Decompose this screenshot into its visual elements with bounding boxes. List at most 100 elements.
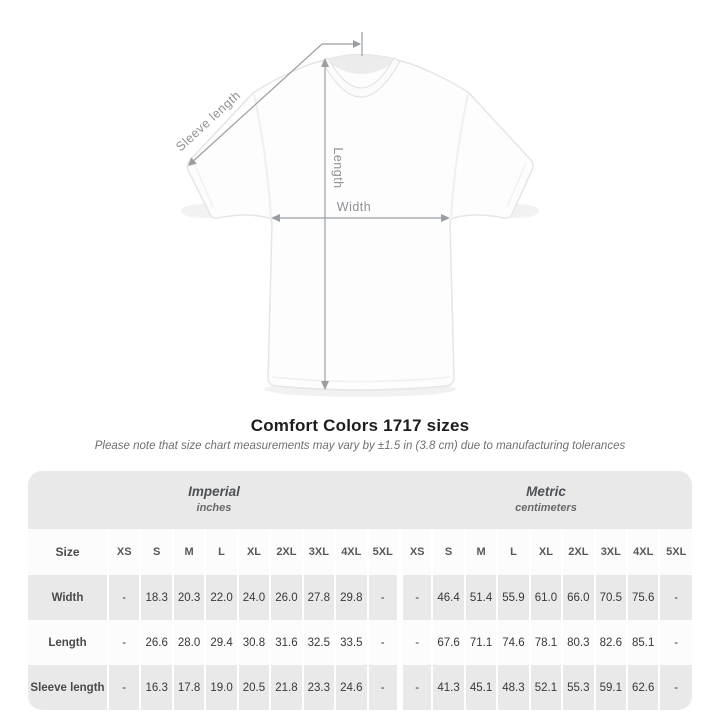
value-cell-metric: 70.5 (593, 575, 627, 620)
unit-group-row: Imperial inches Metric centimeters (28, 471, 692, 529)
value-cell-metric: 45.1 (463, 665, 498, 710)
value-cell-imperial: - (366, 665, 400, 710)
value-cell-metric: 66.0 (561, 575, 595, 620)
value-cell-metric: 48.3 (496, 665, 530, 710)
value-cell-imperial: 30.8 (236, 620, 271, 665)
size-header-metric-xs: XS (396, 529, 433, 575)
value-cell-imperial: 26.6 (139, 620, 173, 665)
value-cell-metric: - (396, 665, 433, 710)
metric-group-header: Metric centimeters (400, 471, 692, 529)
size-header-metric-2xl: 2XL (561, 529, 595, 575)
size-header-imperial-5xl: 5XL (366, 529, 400, 575)
hem-stitch (271, 376, 451, 383)
imperial-group-header: Imperial inches (28, 471, 400, 529)
page-title: Comfort Colors 1717 sizes (250, 416, 470, 435)
value-cell-metric: - (658, 665, 692, 710)
value-cell-metric: 61.0 (528, 575, 563, 620)
size-header-imperial-l: L (204, 529, 238, 575)
size-chart-table: Imperial inches Metric centimeters Size … (28, 471, 692, 710)
size-header-metric-xl: XL (528, 529, 563, 575)
value-cell-imperial: 20.5 (236, 665, 271, 710)
value-cell-imperial: - (366, 575, 400, 620)
imperial-group-unit: inches (196, 501, 232, 514)
value-cell-metric: 75.6 (625, 575, 660, 620)
value-cell-imperial: - (106, 620, 141, 665)
size-header-imperial-xs: XS (106, 529, 141, 575)
sleeve-length-line (189, 43, 357, 165)
tshirt-graphic (186, 53, 534, 391)
value-cell-imperial: 23.3 (301, 665, 336, 710)
metric-group-unit: centimeters (515, 501, 577, 514)
value-cell-imperial: 29.4 (204, 620, 238, 665)
value-cell-imperial: - (106, 665, 141, 710)
value-cell-imperial: - (366, 620, 400, 665)
value-cell-imperial: 28.0 (171, 620, 206, 665)
size-header-metric-3xl: 3XL (593, 529, 627, 575)
tshirt-size-diagram: Sleeve length Length Width (173, 32, 539, 397)
size-chart-panel: Imperial inches Metric centimeters Size … (28, 471, 692, 710)
value-cell-metric: 62.6 (625, 665, 660, 710)
size-header-imperial-xl: XL (236, 529, 271, 575)
size-header-metric-4xl: 4XL (625, 529, 660, 575)
value-cell-metric: 82.6 (593, 620, 627, 665)
value-cell-imperial: 16.3 (139, 665, 173, 710)
table-row-length: Length -26.6 28.0 29.4 30.8 31.6 32.5 33.5- -67.… (28, 620, 692, 665)
size-header-row: Size XS S M L XL 2XL 3XL 4XL 5XL XS S M L XL 2XL 3XL 4XL… (28, 529, 692, 575)
tshirt-body (186, 53, 534, 391)
value-cell-imperial: 32.5 (301, 620, 336, 665)
value-cell-metric: - (396, 620, 433, 665)
row-label: Length (28, 620, 108, 665)
value-cell-metric: 71.1 (463, 620, 498, 665)
value-cell-metric: 59.1 (593, 665, 627, 710)
table-row-width: Width -18.3 20.3 22.0 24.0 26.0 27.8 29.8- -46.4… (28, 575, 692, 620)
value-cell-imperial: 27.8 (301, 575, 336, 620)
value-cell-imperial: 18.3 (139, 575, 173, 620)
value-cell-metric: 55.9 (496, 575, 530, 620)
table-row-sleeve-length: Sleeve length -16.3 17.8 19.0 20.5 21.8 23.3 24… (28, 665, 692, 710)
value-cell-imperial: 31.6 (269, 620, 303, 665)
size-column-header: Size (28, 529, 108, 575)
size-header-imperial-s: S (139, 529, 173, 575)
value-cell-metric: - (658, 575, 692, 620)
value-cell-metric: 78.1 (528, 620, 563, 665)
row-label: Sleeve length (28, 665, 108, 710)
size-header-metric-5xl: 5XL (658, 529, 692, 575)
value-cell-metric: 67.6 (431, 620, 465, 665)
value-cell-imperial: 22.0 (204, 575, 238, 620)
value-cell-metric: - (658, 620, 692, 665)
value-cell-metric: 55.3 (561, 665, 595, 710)
length-label: Length (331, 147, 345, 188)
metric-group-name: Metric (526, 484, 566, 500)
value-cell-metric: - (396, 575, 433, 620)
left-cuff-stitch (193, 162, 214, 208)
value-cell-metric: 46.4 (431, 575, 465, 620)
length-arrowhead-top (321, 58, 329, 67)
value-cell-metric: 41.3 (431, 665, 465, 710)
sleeve-arrowhead-cuff (188, 157, 197, 166)
sleeve-length-measure (188, 32, 363, 166)
right-cuff-stitch (506, 162, 527, 208)
size-header-metric-m: M (463, 529, 498, 575)
value-cell-imperial: 17.8 (171, 665, 206, 710)
value-cell-metric: 52.1 (528, 665, 563, 710)
size-header-imperial-2xl: 2XL (269, 529, 303, 575)
tolerance-note: Please note that size chart measurements… (94, 440, 626, 452)
value-cell-imperial: 29.8 (334, 575, 368, 620)
value-cell-imperial: 19.0 (204, 665, 238, 710)
neck-opening (325, 55, 397, 74)
right-armhole-seam (450, 93, 469, 218)
value-cell-imperial: 21.8 (269, 665, 303, 710)
value-cell-imperial: - (106, 575, 141, 620)
left-armhole-seam (253, 93, 272, 218)
sleeve-arrowhead-right (353, 40, 361, 48)
value-cell-imperial: 26.0 (269, 575, 303, 620)
value-cell-imperial: 24.0 (236, 575, 271, 620)
size-header-imperial-m: M (171, 529, 206, 575)
value-cell-metric: 85.1 (625, 620, 660, 665)
width-arrowhead-left (271, 214, 280, 222)
width-label: Width (337, 200, 371, 214)
size-header-imperial-4xl: 4XL (334, 529, 368, 575)
value-cell-metric: 80.3 (561, 620, 595, 665)
size-header-metric-l: L (496, 529, 530, 575)
value-cell-metric: 51.4 (463, 575, 498, 620)
